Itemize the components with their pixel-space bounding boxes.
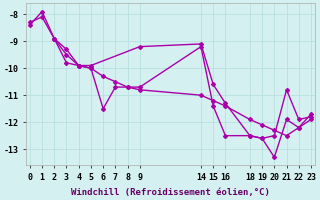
- X-axis label: Windchill (Refroidissement éolien,°C): Windchill (Refroidissement éolien,°C): [71, 188, 270, 197]
